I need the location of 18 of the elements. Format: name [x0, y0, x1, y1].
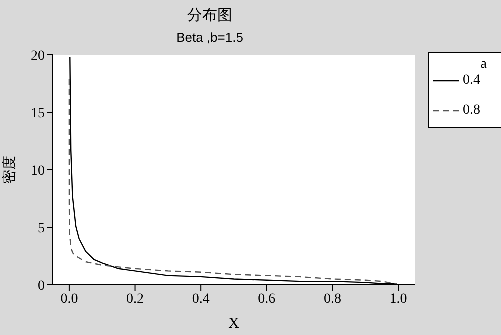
x-tick-label: 0.0: [60, 292, 78, 307]
x-tick-label: 0.8: [324, 292, 342, 307]
y-tick-label: 15: [31, 106, 45, 122]
legend-label: 0.4: [463, 73, 480, 89]
y-axis-title: 密度: [2, 156, 18, 184]
x-tick-label: 0.2: [126, 292, 144, 307]
chart-title: 分布图: [186, 7, 234, 25]
y-tick-label: 10: [31, 164, 45, 179]
x-tick-label: 0.6: [258, 292, 276, 307]
legend-title: a: [480, 57, 488, 73]
y-tick-label: 0: [38, 278, 45, 294]
x-tick-label: 0.4: [192, 292, 210, 307]
legend-label: 0.8: [463, 103, 480, 119]
y-tick-label: 5: [38, 221, 45, 236]
y-tick-label: 20: [31, 48, 45, 64]
x-tick-label: 1.0: [390, 292, 408, 307]
x-axis-title: X: [228, 316, 240, 332]
chart-subtitle: Beta ,b=1.5: [176, 30, 244, 45]
